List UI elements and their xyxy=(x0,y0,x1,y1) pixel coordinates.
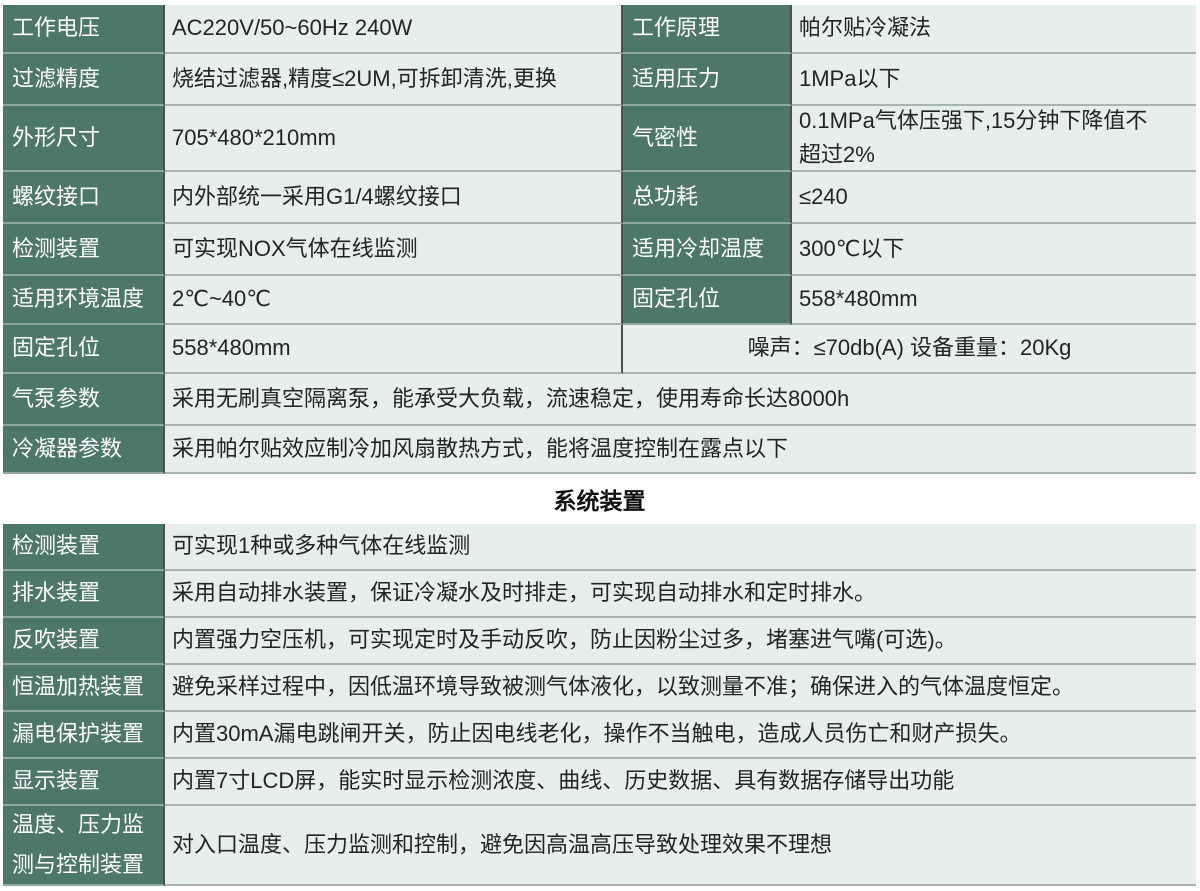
spec-label: 固定孔位 xyxy=(3,325,165,374)
spec-value: 内置强力空压机，可实现定时及手动反吹，防止因粉尘过多，堵塞进气嘴(可选)。 xyxy=(165,618,1196,665)
spec-label: 恒温加热装置 xyxy=(3,665,165,712)
spec-value: 300℃以下 xyxy=(792,224,1196,276)
spec-value: 采用自动排水装置，保证冷凝水及时排走，可实现自动排水和定时排水。 xyxy=(165,571,1196,618)
spec-label: 适用环境温度 xyxy=(3,276,165,325)
spec-label: 检测装置 xyxy=(3,524,165,571)
spec-label: 气密性 xyxy=(623,106,792,172)
spec-label: 排水装置 xyxy=(3,571,165,618)
spec-value: 内外部统一采用G1/4螺纹接口 xyxy=(165,172,623,224)
spec-value: 558*480mm xyxy=(792,276,1196,325)
spec-row: 适用环境温度 2℃~40℃ 固定孔位 558*480mm xyxy=(3,276,1196,325)
spec-value: 烧结过滤器,精度≤2UM,可拆卸清洗,更换 xyxy=(165,54,623,106)
spec-label: 检测装置 xyxy=(3,224,165,276)
spec-value: 采用帕尔贴效应制冷加风扇散热方式，能将温度控制在露点以下 xyxy=(165,426,1196,474)
spec-value: 705*480*210mm xyxy=(165,106,623,172)
spec-value: 可实现NOX气体在线监测 xyxy=(165,224,623,276)
spec-row: 反吹装置 内置强力空压机，可实现定时及手动反吹，防止因粉尘过多，堵塞进气嘴(可选… xyxy=(3,618,1196,665)
spec-value: 1MPa以下 xyxy=(792,54,1196,106)
spec-table-top: 工作电压 AC220V/50~60Hz 240W 工作原理 帕尔贴冷凝法 过滤精… xyxy=(3,5,1196,474)
spec-label: 外形尺寸 xyxy=(3,106,165,172)
spec-label: 温度、压力监测与控制装置 xyxy=(3,806,165,886)
spec-row: 外形尺寸 705*480*210mm 气密性 0.1MPa气体压强下,15分钟下… xyxy=(3,106,1196,172)
spec-value: AC220V/50~60Hz 240W xyxy=(165,5,623,54)
spec-row: 螺纹接口 内外部统一采用G1/4螺纹接口 总功耗 ≤240 xyxy=(3,172,1196,224)
spec-label: 总功耗 xyxy=(623,172,792,224)
spec-value: ≤240 xyxy=(792,172,1196,224)
spec-value: 帕尔贴冷凝法 xyxy=(792,5,1196,54)
spec-row: 工作电压 AC220V/50~60Hz 240W 工作原理 帕尔贴冷凝法 xyxy=(3,5,1196,54)
spec-label: 螺纹接口 xyxy=(3,172,165,224)
spec-value: 可实现1种或多种气体在线监测 xyxy=(165,524,1196,571)
spec-row: 检测装置 可实现NOX气体在线监测 适用冷却温度 300℃以下 xyxy=(3,224,1196,276)
spec-label: 漏电保护装置 xyxy=(3,712,165,759)
spec-value: 内置30mA漏电跳闸开关，防止因电线老化，操作不当触电，造成人员伤亡和财产损失。 xyxy=(165,712,1196,759)
spec-label: 工作电压 xyxy=(3,5,165,54)
spec-value: 避免采样过程中，因低温环境导致被测气体液化，以致测量不准；确保进入的气体温度恒定… xyxy=(165,665,1196,712)
spec-label: 适用冷却温度 xyxy=(623,224,792,276)
spec-value: 0.1MPa气体压强下,15分钟下降值不超过2% xyxy=(792,106,1196,172)
spec-label: 冷凝器参数 xyxy=(3,426,165,474)
spec-row: 固定孔位 558*480mm 噪声：≤70db(A) 设备重量：20Kg xyxy=(3,325,1196,374)
spec-value: 采用无刷真空隔离泵，能承受大负载，流速稳定，使用寿命长达8000h xyxy=(165,374,1196,426)
spec-table-bottom: 检测装置 可实现1种或多种气体在线监测 排水装置 采用自动排水装置，保证冷凝水及… xyxy=(3,524,1196,886)
spec-value: 对入口温度、压力监测和控制，避免因高温高压导致处理效果不理想 xyxy=(165,806,1196,886)
spec-row: 气泵参数 采用无刷真空隔离泵，能承受大负载，流速稳定，使用寿命长达8000h xyxy=(3,374,1196,426)
section-title: 系统装置 xyxy=(553,488,646,514)
spec-label: 显示装置 xyxy=(3,759,165,806)
spec-row: 检测装置 可实现1种或多种气体在线监测 xyxy=(3,524,1196,571)
spec-row: 排水装置 采用自动排水装置，保证冷凝水及时排走，可实现自动排水和定时排水。 xyxy=(3,571,1196,618)
spec-row: 漏电保护装置 内置30mA漏电跳闸开关，防止因电线老化，操作不当触电，造成人员伤… xyxy=(3,712,1196,759)
spec-label: 气泵参数 xyxy=(3,374,165,426)
spec-row: 温度、压力监测与控制装置 对入口温度、压力监测和控制，避免因高温高压导致处理效果… xyxy=(3,806,1196,886)
spec-row: 恒温加热装置 避免采样过程中，因低温环境导致被测气体液化，以致测量不准；确保进入… xyxy=(3,665,1196,712)
spec-row: 冷凝器参数 采用帕尔贴效应制冷加风扇散热方式，能将温度控制在露点以下 xyxy=(3,426,1196,474)
noise-weight-cell: 噪声：≤70db(A) 设备重量：20Kg xyxy=(623,325,1196,374)
section-header: 系统装置 xyxy=(3,474,1196,524)
spec-value: 558*480mm xyxy=(165,325,623,374)
spec-label: 过滤精度 xyxy=(3,54,165,106)
spec-row: 显示装置 内置7寸LCD屏，能实时显示检测浓度、曲线、历史数据、具有数据存储导出… xyxy=(3,759,1196,806)
spec-value: 内置7寸LCD屏，能实时显示检测浓度、曲线、历史数据、具有数据存储导出功能 xyxy=(165,759,1196,806)
spec-label: 工作原理 xyxy=(623,5,792,54)
spec-label: 固定孔位 xyxy=(623,276,792,325)
spec-label: 适用压力 xyxy=(623,54,792,106)
spec-label: 反吹装置 xyxy=(3,618,165,665)
spec-value: 2℃~40℃ xyxy=(165,276,623,325)
spec-row: 过滤精度 烧结过滤器,精度≤2UM,可拆卸清洗,更换 适用压力 1MPa以下 xyxy=(3,54,1196,106)
